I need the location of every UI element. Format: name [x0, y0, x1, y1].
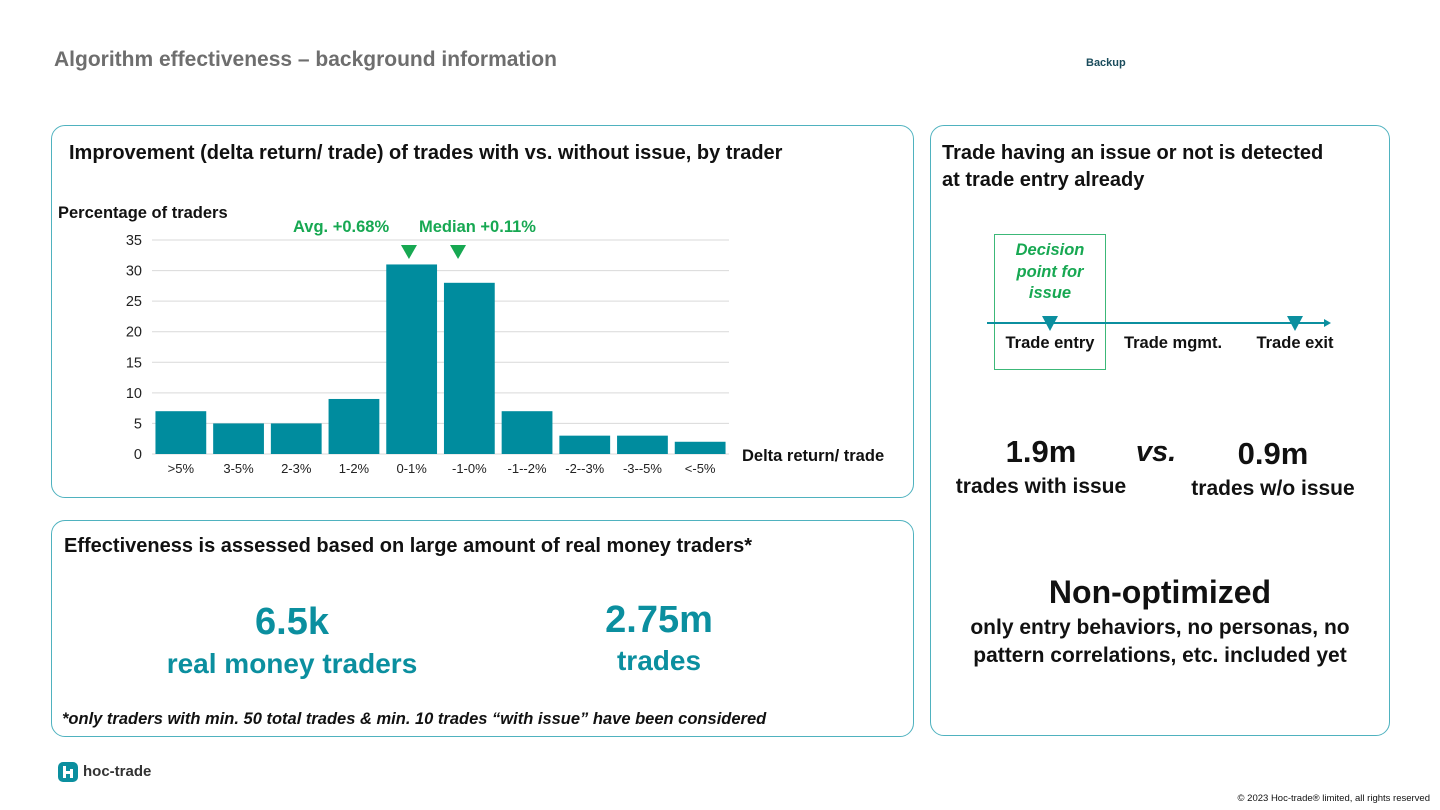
- y-tick-label: 15: [126, 355, 142, 371]
- x-tick-label: -1-0%: [452, 461, 487, 476]
- y-tick-label: 30: [126, 264, 142, 280]
- bar-chart: 0 5 10 15 20 25 30 35 >5% 3-5% 2-3% 1-2% 0-1% -1-0% -1…: [126, 233, 729, 476]
- x-tick-label: -2--3%: [565, 461, 604, 476]
- stage-exit: Trade exit: [1256, 334, 1334, 352]
- bar: [559, 435, 611, 454]
- y-tick-label: 35: [126, 233, 142, 249]
- x-tick-label: -3--5%: [623, 461, 662, 476]
- bar: [443, 282, 495, 454]
- without-issue-value: 0.9m: [1237, 436, 1309, 471]
- footnote: *only traders with min. 50 total trades …: [62, 710, 767, 728]
- y-tick-label: 0: [134, 447, 142, 463]
- timeline: [987, 316, 1331, 331]
- median-label: Median +0.11%: [419, 218, 536, 236]
- backup-tag: Backup: [1086, 57, 1126, 69]
- timeline-title-line2: at trade entry already: [942, 169, 1145, 191]
- trades-label: trades: [616, 645, 702, 676]
- bar: [213, 423, 264, 454]
- traders-label: real money traders: [166, 648, 418, 679]
- y-axis-label: Percentage of traders: [58, 204, 228, 222]
- chart-panel-title: Improvement (delta return/ trade) of tra…: [69, 142, 783, 164]
- vs-label: vs.: [1135, 436, 1177, 468]
- y-tick-label: 5: [134, 416, 142, 432]
- x-tick-label: >5%: [168, 461, 195, 476]
- decision-box: [994, 234, 1106, 370]
- trades-value: 2.75m: [605, 599, 713, 641]
- timeline-panel: Trade having an issue or not is detected…: [930, 125, 1390, 736]
- entry-marker-icon: [1042, 316, 1058, 331]
- bar: [501, 411, 553, 454]
- y-tick-label: 25: [126, 294, 142, 310]
- chart-panel: Improvement (delta return/ trade) of tra…: [51, 125, 914, 498]
- decision-label: Decision point for issue: [994, 240, 1106, 305]
- bar: [674, 441, 726, 454]
- without-issue-label: trades w/o issue: [1191, 477, 1355, 500]
- median-marker-icon: [450, 245, 467, 259]
- x-tick-label: 0-1%: [396, 461, 427, 476]
- x-tick-label: <-5%: [685, 461, 716, 476]
- effectiveness-panel: Effectiveness is assessed based on large…: [51, 520, 914, 737]
- nonopt-line1: only entry behaviors, no personas, no: [970, 616, 1350, 639]
- timeline-title-line1: Trade having an issue or not is detected: [942, 142, 1324, 164]
- nonopt-title: Non-optimized: [1048, 574, 1272, 610]
- logo-glyph: [63, 766, 73, 778]
- page-title: Algorithm effectiveness – background inf…: [54, 48, 557, 71]
- with-issue-label: trades with issue: [955, 475, 1127, 498]
- x-tick-label: 3-5%: [223, 461, 254, 476]
- y-tick-label: 10: [126, 386, 142, 402]
- hoc-trade-logo-icon: [58, 762, 78, 782]
- decision-line2: point for: [1016, 262, 1084, 281]
- bar: [155, 411, 207, 454]
- bar: [328, 398, 380, 454]
- bar: [386, 264, 438, 454]
- x-axis-label: Delta return/ trade: [742, 447, 885, 465]
- x-tick-label: 2-3%: [281, 461, 312, 476]
- logo-text: hoc-trade: [83, 763, 152, 780]
- traders-value: 6.5k: [255, 601, 329, 643]
- decision-line1: Decision: [1015, 241, 1085, 259]
- effectiveness-title: Effectiveness is assessed based on large…: [64, 535, 753, 557]
- x-tick-label: 1-2%: [339, 461, 370, 476]
- exit-marker-icon: [1287, 316, 1303, 331]
- with-issue-value: 1.9m: [1005, 434, 1077, 469]
- nonopt-line2: pattern correlations, etc. included yet: [973, 644, 1347, 667]
- x-tick-label: -1--2%: [508, 461, 547, 476]
- avg-marker-icon: [400, 245, 417, 259]
- timeline-arrowhead: [1324, 319, 1331, 327]
- avg-label: Avg. +0.68%: [293, 218, 390, 236]
- y-tick-label: 20: [126, 325, 142, 341]
- decision-line3: issue: [1028, 284, 1072, 302]
- bar: [617, 435, 668, 454]
- stage-entry: Trade entry: [1005, 334, 1095, 352]
- stage-mgmt: Trade mgmt.: [1123, 334, 1223, 352]
- bar: [270, 423, 322, 454]
- copyright: © 2023 Hoc-trade® limited, all rights re…: [1237, 793, 1430, 804]
